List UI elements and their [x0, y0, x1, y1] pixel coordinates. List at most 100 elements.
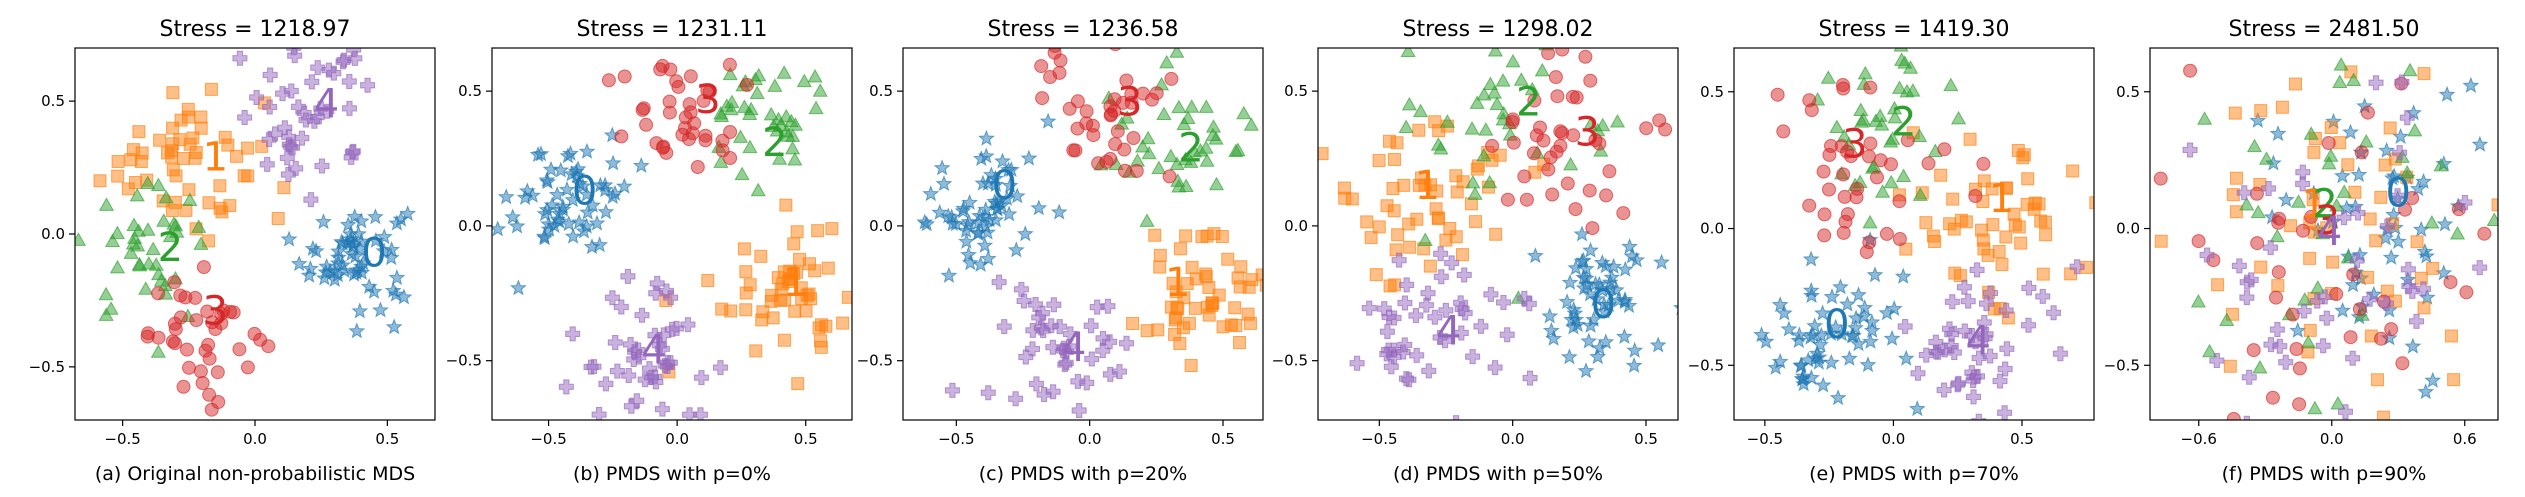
data-point-cluster-2: [1897, 55, 1913, 69]
data-point-cluster-1: [2306, 193, 2320, 207]
data-point-cluster-4: [2272, 338, 2288, 354]
panel-title: Stress = 1231.11: [576, 17, 767, 42]
data-point-cluster-0: [339, 216, 357, 233]
x-tick-label: 0.5: [2010, 430, 2034, 448]
data-point-cluster-2: [151, 266, 167, 281]
y-tick-label: 0.5: [869, 82, 893, 100]
data-point-cluster-3: [2398, 202, 2412, 217]
data-point-cluster-4: [1499, 327, 1515, 343]
data-point-cluster-4: [2243, 415, 2250, 420]
data-point-cluster-0: [591, 236, 609, 253]
data-point-cluster-1: [1919, 216, 1933, 230]
data-point-cluster-1: [1928, 235, 1942, 249]
data-point-cluster-4: [1025, 341, 1040, 357]
data-point-cluster-0: [1016, 225, 1034, 242]
data-point-cluster-2: [2402, 62, 2418, 77]
data-point-cluster-3: [1776, 124, 1791, 139]
data-point-cluster-3: [639, 117, 654, 132]
data-point-cluster-4: [1408, 308, 1424, 324]
data-point-cluster-1: [1184, 359, 1198, 373]
data-point-cluster-3: [1802, 198, 1817, 213]
data-point-cluster-3: [1548, 70, 1563, 85]
data-point-cluster-1: [1946, 192, 1960, 206]
data-point-cluster-2: [168, 217, 184, 232]
data-point-cluster-1: [2226, 188, 2240, 202]
data-point-cluster-4: [1089, 299, 1105, 315]
data-point-cluster-1: [756, 305, 770, 319]
data-point-cluster-4: [310, 60, 326, 76]
data-point-cluster-3: [617, 69, 632, 84]
data-point-cluster-1: [808, 264, 822, 278]
data-point-cluster-2: [2239, 196, 2255, 211]
data-point-cluster-2: [140, 222, 156, 236]
data-point-cluster-2: [713, 108, 730, 122]
data-point-cluster-1: [1140, 324, 1154, 338]
data-point-cluster-3: [261, 339, 276, 354]
data-point-cluster-2: [2329, 197, 2345, 212]
data-point-cluster-3: [723, 125, 738, 139]
data-point-cluster-3: [232, 342, 247, 357]
data-point-cluster-3: [1836, 167, 1851, 182]
data-point-cluster-1: [1455, 248, 1469, 262]
data-point-cluster-2: [1469, 95, 1485, 109]
data-point-cluster-0: [280, 230, 298, 247]
data-point-cluster-0: [1582, 241, 1600, 258]
data-point-cluster-1: [237, 169, 251, 183]
data-point-cluster-3: [1126, 131, 1141, 145]
data-point-cluster-3: [1840, 144, 1855, 159]
data-point-cluster-1: [177, 151, 191, 165]
data-point-cluster-0: [604, 154, 622, 171]
data-point-cluster-3: [1550, 89, 1565, 104]
data-point-cluster-2: [1467, 186, 1483, 200]
data-point-cluster-1: [1166, 276, 1180, 290]
data-point-cluster-0: [1802, 281, 1820, 298]
data-point-cluster-3: [180, 342, 194, 357]
data-point-cluster-4: [1936, 382, 1952, 398]
data-point-cluster-1: [2383, 121, 2397, 135]
cluster-label: 4: [1061, 325, 1086, 371]
data-point-cluster-0: [1885, 299, 1903, 317]
data-point-cluster-0: [2383, 169, 2401, 186]
cluster-label: 4: [1966, 318, 1991, 364]
data-point-cluster-2: [1198, 99, 1214, 113]
data-point-cluster-2: [724, 94, 740, 109]
data-point-cluster-1: [173, 133, 187, 147]
data-point-cluster-0: [1545, 329, 1563, 346]
data-point-cluster-1: [1153, 260, 1167, 274]
scatter-points: [1318, 48, 1678, 420]
data-point-cluster-4: [1418, 297, 1434, 313]
data-point-cluster-1: [1372, 154, 1386, 168]
data-point-cluster-2: [1199, 153, 1215, 167]
data-point-cluster-3: [2384, 322, 2399, 337]
data-point-cluster-0: [1790, 326, 1808, 343]
data-point-cluster-0: [1814, 304, 1832, 321]
data-point-cluster-0: [986, 169, 1004, 186]
x-tick-label: 0.0: [1078, 430, 1102, 448]
data-point-cluster-0: [335, 262, 353, 279]
data-point-cluster-1: [2271, 279, 2285, 293]
x-tick-label: 0.5: [1211, 430, 1235, 448]
data-point-cluster-4: [1016, 293, 1032, 309]
data-point-cluster-0: [1757, 332, 1775, 349]
data-point-cluster-2: [1853, 102, 1869, 117]
data-point-cluster-4: [294, 130, 310, 146]
data-point-cluster-2: [109, 259, 126, 274]
data-point-cluster-0: [1790, 331, 1808, 349]
data-point-cluster-1: [2211, 278, 2225, 292]
data-point-cluster-4: [303, 192, 319, 208]
x-tick-label: −0.5: [1361, 430, 1397, 448]
data-point-cluster-4: [2392, 145, 2408, 161]
data-point-cluster-1: [2011, 144, 2025, 158]
data-point-cluster-1: [1430, 184, 1444, 198]
data-point-cluster-3: [1836, 81, 1851, 96]
data-point-cluster-2: [1505, 53, 1521, 68]
y-tick-label: −0.5: [29, 358, 65, 376]
data-point-cluster-0: [1810, 353, 1828, 370]
data-point-cluster-1: [1449, 169, 1463, 183]
data-point-cluster-4: [2199, 247, 2215, 263]
data-point-cluster-4: [2345, 350, 2361, 366]
data-point-cluster-4: [280, 166, 296, 182]
data-point-cluster-2: [2424, 215, 2440, 229]
data-point-cluster-4: [1978, 326, 1994, 342]
data-point-cluster-4: [629, 393, 645, 409]
